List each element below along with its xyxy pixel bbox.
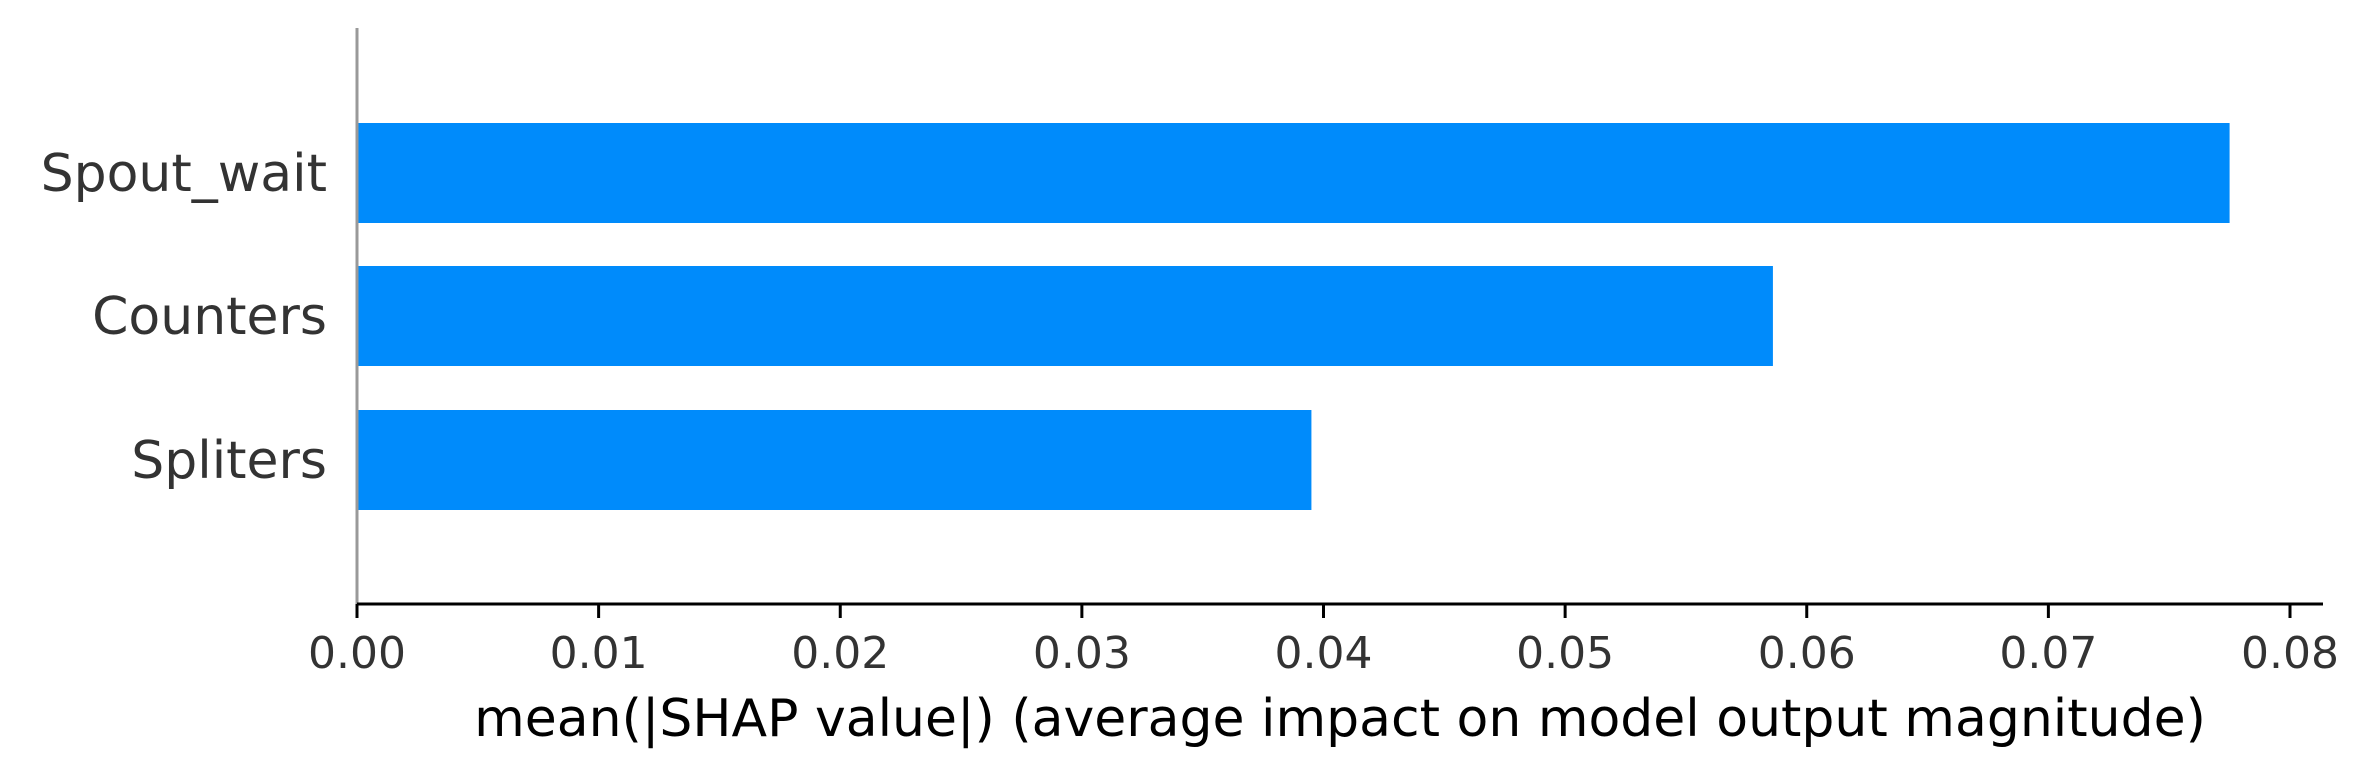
bars-group (357, 123, 2230, 510)
bar-spliters (357, 410, 1312, 510)
x-tick-label: 0.08 (2241, 628, 2339, 679)
x-tick-label: 0.01 (550, 628, 648, 679)
category-label: Counters (92, 287, 327, 347)
x-tick-label: 0.05 (1516, 628, 1614, 679)
x-tick-label: 0.04 (1275, 628, 1373, 679)
category-label: Spliters (131, 431, 327, 491)
x-ticks: 0.00 0.01 0.02 0.03 0.04 0.05 0.06 0.07 0.08 (308, 604, 2339, 679)
x-tick-label: 0.06 (1758, 628, 1856, 679)
x-tick-label: 0.00 (308, 628, 406, 679)
category-label: Spout_wait (41, 144, 327, 204)
x-axis-title: mean(|SHAP value|) (average impact on mo… (474, 689, 2206, 749)
x-tick-label: 0.03 (1033, 628, 1131, 679)
bar-spout-wait (357, 123, 2230, 223)
category-labels: Spout_wait Counters Spliters (41, 144, 327, 491)
x-tick-label: 0.07 (1999, 628, 2097, 679)
x-tick-label: 0.02 (791, 628, 889, 679)
bar-counters (357, 266, 1773, 366)
